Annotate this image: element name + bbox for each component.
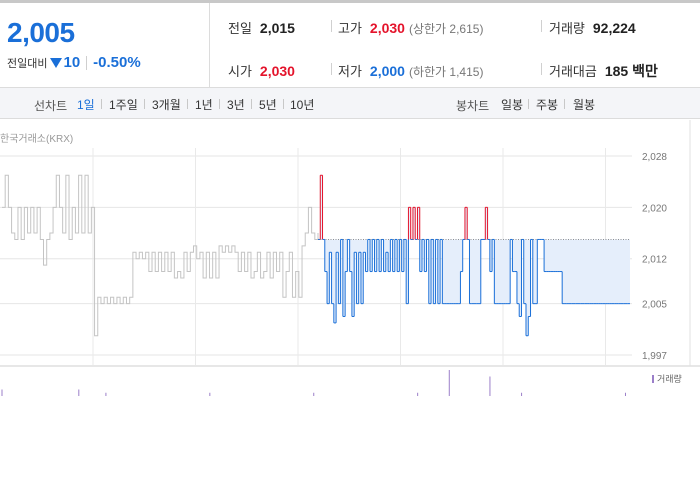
divider xyxy=(283,99,284,109)
quote-summary: 2,005 전일대비 10 -0.50% 전일 2,015 고가 2,030 (… xyxy=(0,0,700,88)
stat-volume: 거래량 92,224 xyxy=(549,18,636,37)
down-triangle-icon xyxy=(50,57,63,68)
stat-label: 고가 xyxy=(338,21,362,36)
y-tick-label: 2,028 xyxy=(642,152,667,163)
tab-1y[interactable]: 1년 xyxy=(195,98,213,112)
stat-label: 전일 xyxy=(228,21,252,36)
volume-legend-label: 거래량 xyxy=(657,374,682,384)
price-chart: 2,028 2,020 2,012 2,005 1,997 xyxy=(0,120,700,396)
y-tick-label: 1,997 xyxy=(642,351,667,362)
stat-value: 2,030 xyxy=(259,63,295,79)
divider xyxy=(101,99,102,109)
current-price: 2,005 xyxy=(7,17,75,48)
change-row: 전일대비 10 -0.50% xyxy=(7,54,141,71)
divider xyxy=(331,20,332,32)
stat-label: 거래대금 xyxy=(549,64,597,79)
divider xyxy=(86,55,88,70)
change-percent: -0.50% xyxy=(93,54,141,71)
y-axis-ticks: 2,028 2,020 2,012 2,005 1,997 xyxy=(642,152,667,362)
tab-monthly[interactable]: 월봉 xyxy=(573,98,596,112)
stat-value: 185 백만 xyxy=(604,63,658,79)
tab-3y[interactable]: 3년 xyxy=(227,98,245,112)
divider xyxy=(187,99,188,109)
divider xyxy=(541,20,542,32)
tab-daily[interactable]: 일봉 xyxy=(501,98,524,112)
volume-bars xyxy=(1,370,626,396)
line-chart-label: 선차트 xyxy=(34,99,68,113)
change-amount: 10 xyxy=(63,54,81,71)
divider xyxy=(564,99,565,109)
chart-toolbar: 선차트 1일 1주일 3개월 1년 3년 5년 10년 봉차트 일봉 주봉 월봉 xyxy=(0,88,700,119)
stat-value: 2,015 xyxy=(259,20,295,36)
stat-high: 고가 2,030 (상한가 2,615) xyxy=(338,18,483,37)
today-fill-area xyxy=(318,175,630,336)
stat-label: 시가 xyxy=(228,64,252,79)
stat-amount: 거래대금 185 백만 xyxy=(549,61,658,81)
tab-1d[interactable]: 1일 xyxy=(77,98,95,112)
divider xyxy=(219,99,220,109)
stat-value: 92,224 xyxy=(592,20,636,36)
stat-limit: (상한가 2,615) xyxy=(408,22,484,36)
tab-3m[interactable]: 3개월 xyxy=(152,98,181,112)
volume-swatch-icon xyxy=(652,375,654,383)
stat-limit: (하한가 1,415) xyxy=(408,65,484,79)
stat-low: 저가 2,000 (하한가 1,415) xyxy=(338,61,483,80)
stat-value: 2,030 xyxy=(369,20,405,36)
change-label: 전일대비 xyxy=(7,57,48,70)
tab-10y[interactable]: 10년 xyxy=(290,98,315,112)
tab-weekly[interactable]: 주봉 xyxy=(536,98,559,112)
stat-label: 거래량 xyxy=(549,21,585,36)
price-box: 2,005 전일대비 10 -0.50% xyxy=(0,3,210,88)
today-series-lines xyxy=(318,174,630,337)
chart-grid xyxy=(0,120,700,367)
divider xyxy=(144,99,145,109)
stat-prev-close: 전일 2,015 xyxy=(228,18,295,37)
y-tick-label: 2,005 xyxy=(642,300,667,311)
stat-open: 시가 2,030 xyxy=(228,61,295,80)
y-tick-label: 2,020 xyxy=(642,203,667,214)
divider xyxy=(331,63,332,75)
history-series-line xyxy=(2,174,319,337)
divider xyxy=(251,99,252,109)
tab-1w[interactable]: 1주일 xyxy=(109,98,138,112)
stat-value: 2,000 xyxy=(369,63,405,79)
volume-legend: 거래량 xyxy=(652,372,682,385)
source-label: 한국거래소(KRX) xyxy=(0,134,74,145)
divider xyxy=(528,99,529,109)
candle-chart-label: 봉차트 xyxy=(456,99,490,113)
y-tick-label: 2,012 xyxy=(642,255,667,266)
tab-5y[interactable]: 5년 xyxy=(259,98,277,112)
divider xyxy=(541,63,542,75)
stat-label: 저가 xyxy=(338,64,362,79)
